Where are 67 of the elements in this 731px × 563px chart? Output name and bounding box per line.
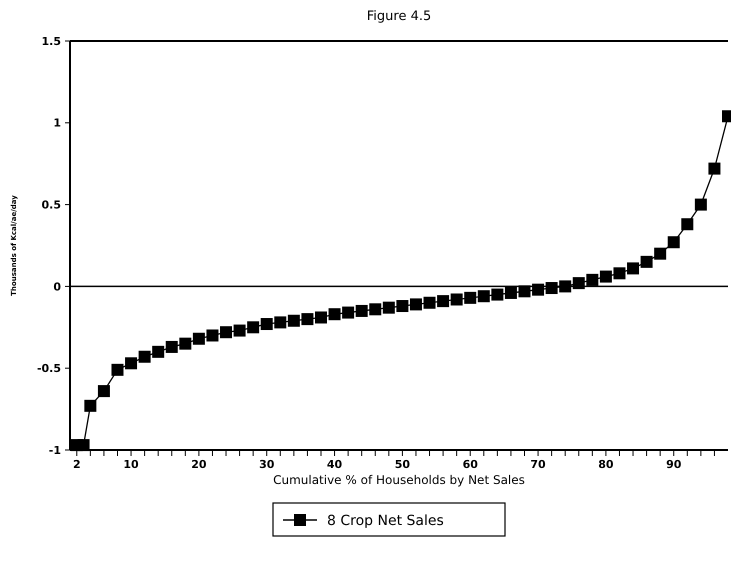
- point: [654, 248, 666, 260]
- x-tick-label: 10: [123, 458, 140, 471]
- point: [301, 313, 314, 326]
- point: [111, 364, 124, 376]
- x-tick-label: 2: [72, 458, 81, 471]
- point: [450, 293, 463, 306]
- point: [152, 346, 164, 358]
- y-tick-label: 1: [53, 116, 61, 130]
- point: [572, 277, 585, 290]
- point: [424, 296, 436, 309]
- x-tick-label: 90: [666, 458, 682, 471]
- point: [260, 318, 273, 330]
- x-tick-label: 30: [259, 458, 275, 471]
- point: [84, 400, 96, 412]
- point: [694, 198, 707, 211]
- point: [206, 329, 218, 342]
- point: [192, 332, 205, 345]
- point: [138, 350, 151, 363]
- point: [314, 311, 327, 324]
- y-tick-label: -1: [48, 444, 61, 457]
- point: [478, 290, 490, 302]
- point: [600, 270, 612, 283]
- point: [546, 282, 558, 294]
- y-tick-label: 0: [53, 280, 62, 294]
- x-tick-label: 20: [191, 458, 207, 471]
- point: [559, 280, 572, 292]
- point: [328, 308, 341, 320]
- point: [356, 304, 368, 317]
- point: [518, 285, 530, 298]
- point: [220, 326, 232, 338]
- point: [98, 385, 110, 398]
- point: [681, 218, 694, 230]
- point: [274, 316, 286, 328]
- y-tick-label: -0.5: [36, 362, 61, 376]
- point: [640, 256, 653, 268]
- point: [78, 439, 90, 452]
- chart-title: Figure 4.5: [366, 9, 432, 24]
- point: [491, 288, 504, 301]
- point: [504, 286, 517, 299]
- point: [627, 262, 640, 274]
- x-tick-label: 40: [326, 458, 343, 471]
- x-tick-label: 80: [598, 458, 614, 471]
- point: [342, 306, 354, 319]
- point: [288, 314, 300, 327]
- point: [179, 338, 192, 350]
- point: [586, 274, 598, 286]
- point: [382, 302, 395, 314]
- point: [410, 298, 422, 310]
- point: [464, 292, 476, 304]
- y-tick-label: 1.5: [42, 34, 61, 48]
- y-tick-label: 0.5: [42, 198, 61, 212]
- legend-label: 8 Crop Net Sales: [327, 512, 444, 529]
- point: [234, 324, 246, 337]
- point: [437, 295, 450, 308]
- point: [125, 357, 138, 370]
- x-tick-label: 50: [394, 458, 410, 471]
- point: [396, 300, 408, 312]
- x-tick-label: 70: [530, 458, 546, 471]
- point: [247, 321, 260, 334]
- x-tick-label: 60: [462, 458, 478, 471]
- point: [166, 340, 178, 353]
- point: [613, 267, 626, 280]
- x-axis-title: Cumulative % of Households by Net Sales: [273, 473, 525, 487]
- point: [532, 284, 544, 296]
- point: [708, 162, 720, 175]
- point: [369, 303, 382, 316]
- point: [668, 236, 680, 248]
